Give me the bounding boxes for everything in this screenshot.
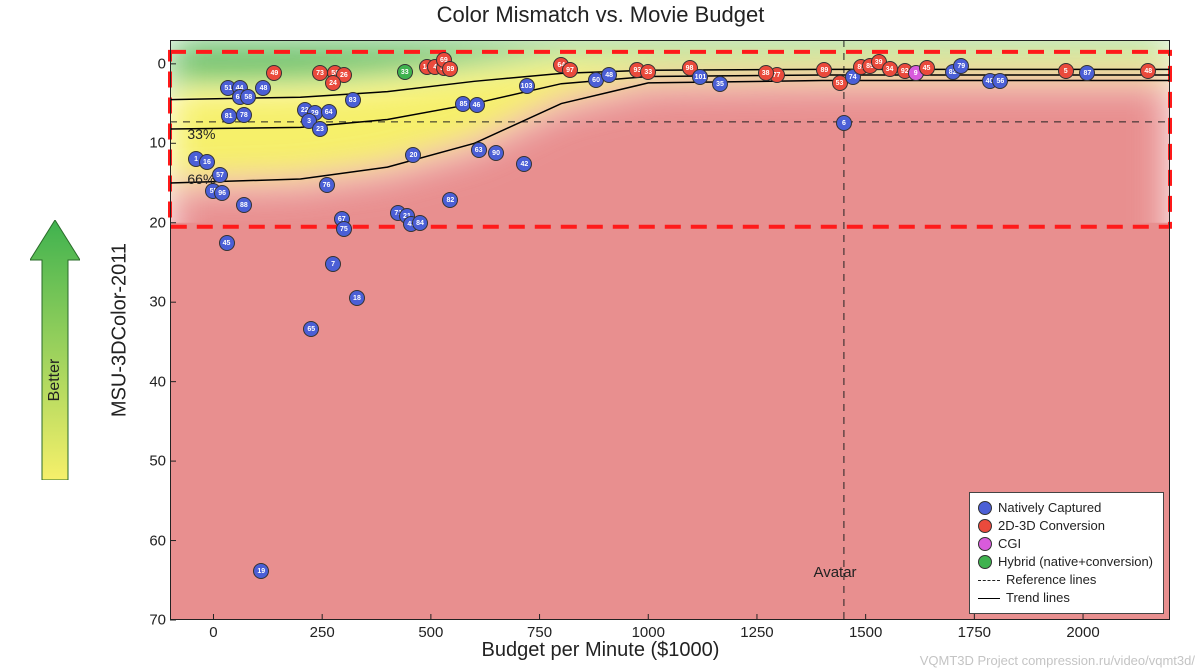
y-tick-label: 60 [149,532,166,549]
y-tick-label: 50 [149,453,166,470]
data-point[interactable]: 49 [266,65,282,81]
data-point[interactable]: 97 [562,62,578,78]
data-point[interactable]: 5 [1058,63,1074,79]
data-point[interactable]: 56 [992,73,1008,89]
legend-item: 2D-3D Conversion [978,517,1153,535]
data-point[interactable]: 24 [325,75,341,91]
data-point[interactable]: 81 [221,108,237,124]
percent-annotation: 66% [187,171,215,187]
data-point[interactable]: 78 [236,107,252,123]
y-tick-label: 30 [149,294,166,311]
legend-solid-icon [978,598,1000,599]
data-point[interactable]: 58 [240,89,256,105]
legend-swatch-icon [978,519,992,533]
data-point[interactable]: 33 [397,64,413,80]
data-point[interactable]: 38 [758,65,774,81]
x-tick-label: 1250 [740,624,773,641]
legend-swatch-icon [978,501,992,515]
legend-label: CGI [998,535,1021,553]
data-point[interactable]: 89 [442,61,458,77]
better-arrow-label: Better [46,359,64,402]
data-point[interactable]: 6 [836,115,852,131]
data-point[interactable]: 34 [882,61,898,77]
data-point[interactable]: 19 [253,563,269,579]
legend-item: Natively Captured [978,499,1153,517]
watermark: VQMT3D Project compression.ru/video/vqmt… [920,653,1195,668]
data-point[interactable]: 64 [321,104,337,120]
legend-label: Reference lines [1006,571,1096,589]
data-point[interactable]: 84 [412,215,428,231]
data-point[interactable]: 75 [336,221,352,237]
data-point[interactable]: 101 [692,69,708,85]
x-tick-label: 2000 [1066,624,1099,641]
data-point[interactable]: 103 [519,78,535,94]
legend-swatch-icon [978,537,992,551]
percent-annotation: 33% [187,126,215,142]
data-point[interactable]: 18 [349,290,365,306]
data-point[interactable]: 23 [312,121,328,137]
legend-label: Natively Captured [998,499,1101,517]
y-axis-label: MSU-3DColor-2011 [109,243,132,417]
x-tick-label: 1750 [958,624,991,641]
data-point[interactable]: 46 [469,97,485,113]
x-tick-label: 500 [418,624,443,641]
data-point[interactable]: 76 [319,177,335,193]
data-point[interactable]: 90 [488,145,504,161]
data-point[interactable]: 48 [601,67,617,83]
y-tick-label: 70 [149,612,166,629]
data-point[interactable]: 35 [712,76,728,92]
data-point[interactable]: 48 [1140,63,1156,79]
data-point[interactable]: 88 [236,197,252,213]
x-tick-label: 750 [527,624,552,641]
data-point[interactable]: 87 [1079,65,1095,81]
plot-area: 4973582624331443769895144486858817822293… [170,40,1170,620]
y-tick-label: 40 [149,373,166,390]
data-point[interactable]: 83 [345,92,361,108]
data-point[interactable]: 82 [442,192,458,208]
data-point[interactable]: 7 [325,256,341,272]
legend-label: 2D-3D Conversion [998,517,1105,535]
avatar-annotation: Avatar [813,564,856,581]
data-point[interactable]: 20 [405,147,421,163]
data-point[interactable]: 63 [471,142,487,158]
data-point[interactable]: 96 [214,185,230,201]
legend-item: Hybrid (native+conversion) [978,553,1153,571]
y-tick-label: 10 [149,135,166,152]
x-tick-label: 1500 [849,624,882,641]
data-point[interactable]: 65 [303,321,319,337]
data-point[interactable]: 33 [640,64,656,80]
legend-item: CGI [978,535,1153,553]
better-arrow-icon [30,220,80,480]
data-point[interactable]: 45 [919,60,935,76]
legend-label: Hybrid (native+conversion) [998,553,1153,571]
data-point[interactable]: 16 [199,154,215,170]
data-point[interactable]: 48 [255,80,271,96]
x-tick-label: 1000 [632,624,665,641]
data-point[interactable]: 42 [516,156,532,172]
x-tick-label: 250 [310,624,335,641]
chart-title: Color Mismatch vs. Movie Budget [0,2,1201,28]
x-tick-label: 0 [209,624,217,641]
data-point[interactable]: 45 [219,235,235,251]
legend-item: Trend lines [978,589,1153,607]
legend-label: Trend lines [1006,589,1070,607]
legend: Natively Captured2D-3D ConversionCGIHybr… [969,492,1164,614]
legend-swatch-icon [978,555,992,569]
legend-dash-icon [978,580,1000,581]
y-tick-label: 20 [149,214,166,231]
y-tick-label: 0 [158,55,166,72]
legend-item: Reference lines [978,571,1153,589]
data-point[interactable]: 79 [953,58,969,74]
data-point[interactable]: 89 [816,62,832,78]
